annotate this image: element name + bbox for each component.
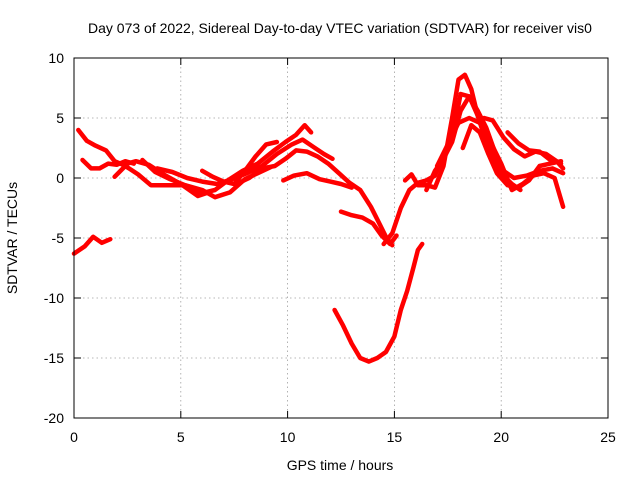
x-tick-label: 10: [280, 429, 296, 445]
y-tick-label: -10: [44, 290, 64, 306]
y-tick-label: 0: [56, 170, 64, 186]
y-tick-label: -20: [44, 410, 64, 426]
x-axis-title: GPS time / hours: [287, 457, 394, 473]
series-line-arc-15: [434, 115, 566, 210]
series-line-arc-1: [71, 234, 113, 256]
y-tick-label: 5: [56, 110, 64, 126]
y-tick-label: -5: [52, 230, 65, 246]
chart-title: Day 073 of 2022, Sidereal Day-to-day VTE…: [88, 20, 592, 36]
x-tick-label: 25: [600, 429, 616, 445]
x-axis-tick-labels: 0 5 10 15 20 25: [70, 429, 616, 445]
x-tick-label: 20: [493, 429, 509, 445]
x-tick-label: 5: [177, 429, 185, 445]
series-line-arc-3: [80, 157, 137, 171]
y-axis-tick-labels: -20 -15 -10 -5 0 5 10: [44, 50, 64, 426]
series-line-arc-6: [155, 137, 335, 187]
x-tick-label: 15: [387, 429, 403, 445]
series-line-arc-8: [234, 148, 395, 248]
series-line-arc-11: [332, 241, 425, 364]
series-line-arc-18: [505, 130, 564, 166]
y-tick-label: 10: [48, 50, 64, 66]
series-group: [71, 72, 566, 364]
series-line-arc-10: [338, 209, 399, 247]
series-line-arc-9: [281, 170, 354, 190]
y-tick-label: -15: [44, 350, 64, 366]
x-tick-label: 0: [70, 429, 78, 445]
series-line-arc-7: [199, 139, 280, 187]
axis-ticks: [73, 57, 609, 419]
y-axis-title: SDTVAR / TECUs: [4, 182, 20, 294]
series-line-arc-16: [460, 122, 564, 190]
